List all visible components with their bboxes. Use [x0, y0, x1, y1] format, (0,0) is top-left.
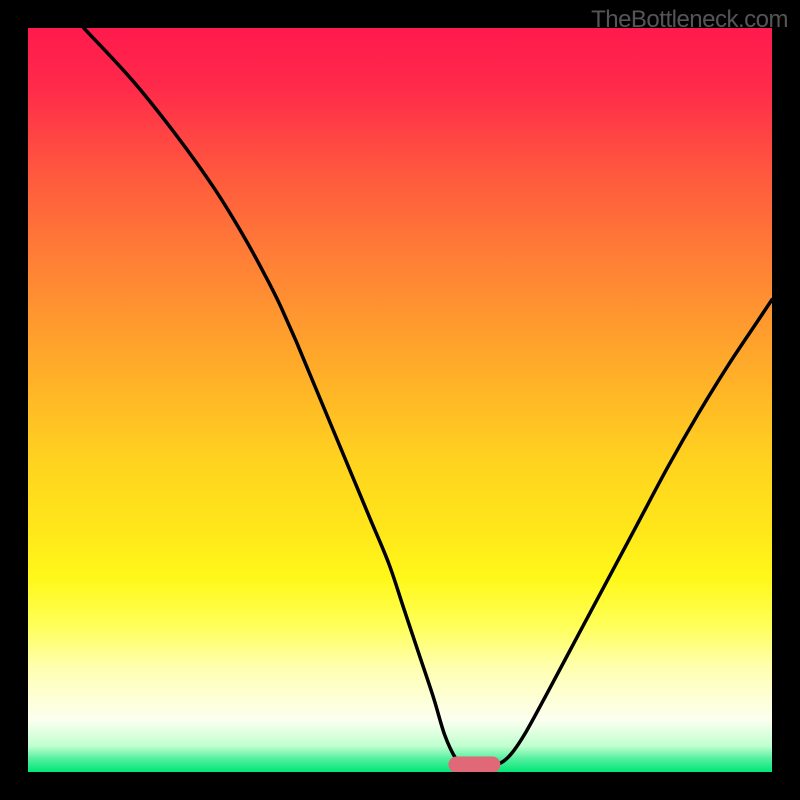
- chart-container: TheBottleneck.com: [0, 0, 800, 800]
- plot-svg: [28, 28, 772, 772]
- plot-area: [28, 28, 772, 772]
- gradient-background: [28, 28, 772, 772]
- optimum-marker: [448, 757, 500, 772]
